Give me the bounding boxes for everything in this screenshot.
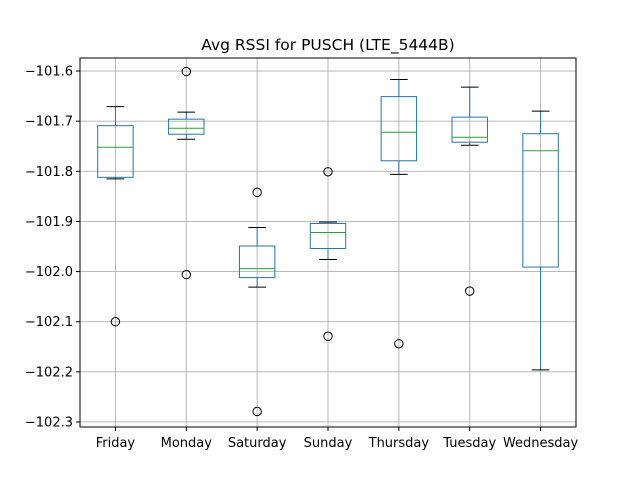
x-tick-label: Thursday bbox=[368, 436, 430, 451]
x-tick-label: Monday bbox=[161, 436, 213, 451]
iqr-box bbox=[97, 125, 134, 178]
y-tick-label: −102.3 bbox=[25, 415, 73, 430]
outlier-point bbox=[323, 331, 333, 341]
iqr-box bbox=[451, 116, 488, 143]
iqr-box bbox=[522, 133, 559, 268]
outlier-point bbox=[323, 167, 333, 177]
outlier-point bbox=[465, 286, 475, 296]
box-group bbox=[380, 79, 418, 349]
y-tick-label: −101.6 bbox=[25, 65, 73, 80]
x-tick-label: Tuesday bbox=[442, 436, 496, 451]
outlier-point bbox=[110, 317, 121, 327]
outlier-point bbox=[181, 66, 191, 77]
axis-ticks: −102.3 −102.2 −102.1 −102.0 −101.9 −101.8 −101… bbox=[25, 65, 579, 451]
iqr-box bbox=[168, 118, 205, 135]
x-tick-label: Saturday bbox=[228, 436, 287, 451]
outlier-point bbox=[181, 269, 191, 280]
box-group bbox=[238, 187, 276, 417]
box-group bbox=[309, 167, 347, 341]
outlier-point bbox=[252, 187, 262, 198]
x-tick-label: Sunday bbox=[304, 436, 353, 451]
box-plot-series bbox=[97, 66, 559, 417]
box-group bbox=[97, 106, 134, 327]
iqr-box bbox=[380, 96, 418, 162]
x-tick-label: Friday bbox=[96, 436, 136, 451]
y-tick-label: −102.1 bbox=[25, 315, 73, 330]
y-tick-label: −101.9 bbox=[25, 215, 73, 230]
box-group bbox=[168, 66, 205, 280]
iqr-box bbox=[309, 222, 347, 250]
y-tick-label: −102.2 bbox=[25, 365, 73, 380]
box-group bbox=[522, 110, 559, 371]
y-tick-label: −101.8 bbox=[25, 165, 73, 180]
outlier-point bbox=[252, 406, 262, 417]
y-tick-label: −101.7 bbox=[25, 115, 73, 130]
box-group bbox=[451, 86, 488, 296]
iqr-box bbox=[238, 245, 276, 279]
y-tick-label: −102.0 bbox=[25, 265, 73, 280]
grid-lines bbox=[80, 58, 576, 427]
outlier-point bbox=[394, 339, 404, 349]
x-tick-label: Wednesday bbox=[503, 436, 579, 451]
chart-title: Avg RSSI for PUSCH (LTE_5444B) bbox=[201, 36, 454, 55]
